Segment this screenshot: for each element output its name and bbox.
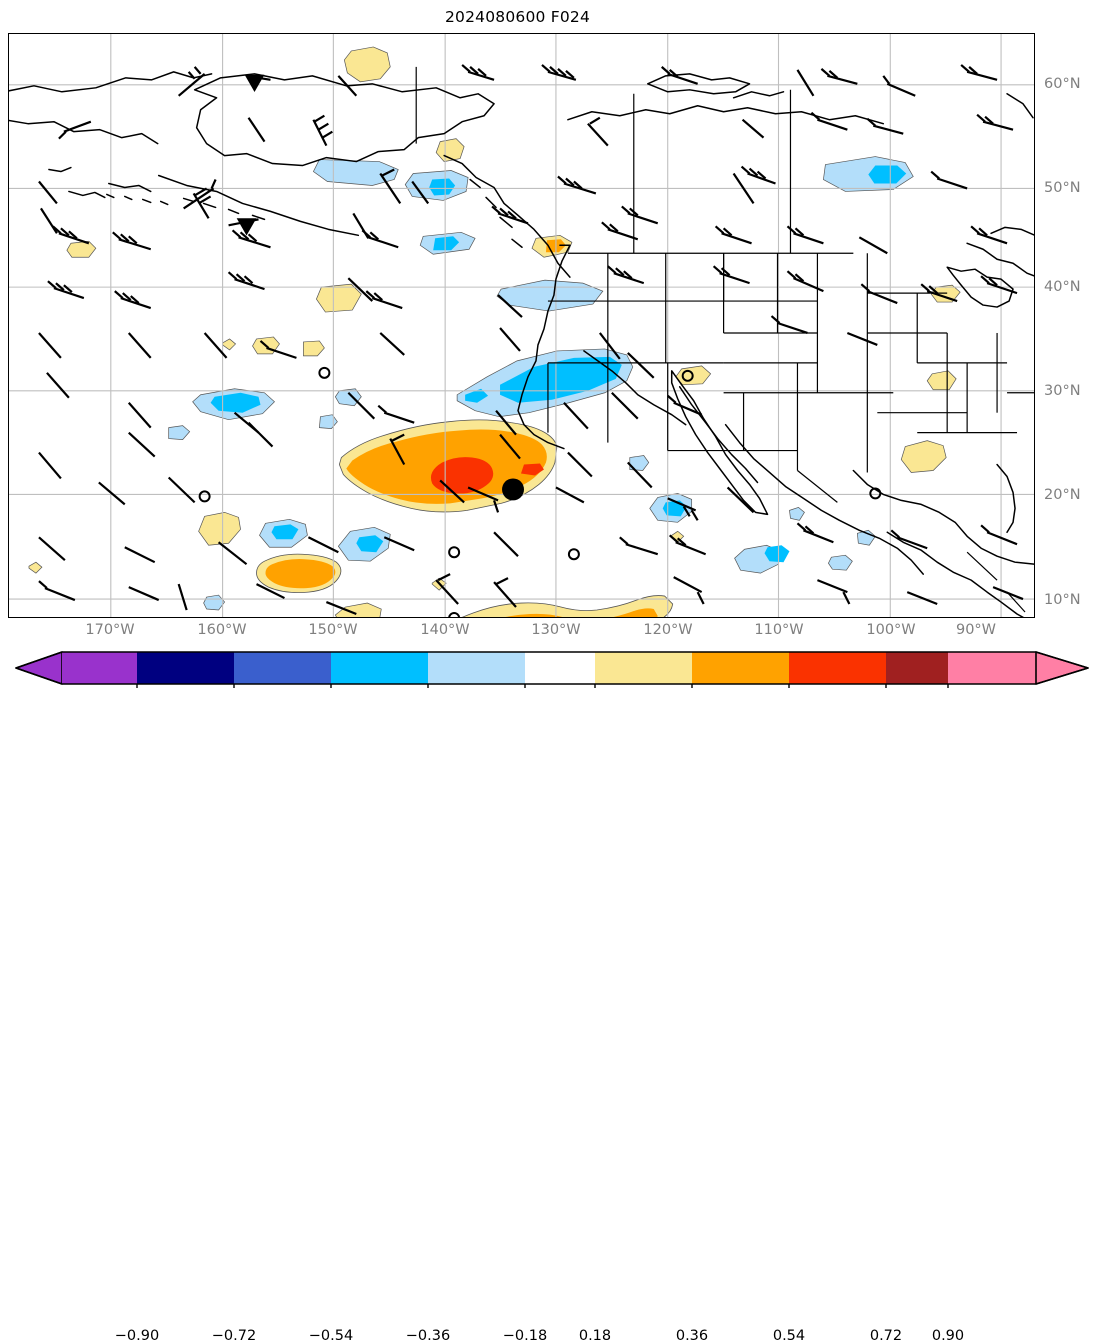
colorbar-swatch [137,652,234,684]
anomaly-fills [28,46,961,617]
fill-positive-core [521,463,544,476]
lon-tick-label: 110°W [754,622,804,638]
colorbar-swatch [525,652,595,684]
fill-positive [198,511,241,546]
colorbar[interactable]: −0.90 −0.72 −0.54 −0.36 −0.18 0.18 0.36 … [0,648,1105,1344]
colorbar-tick-label: −0.36 [405,1328,451,1344]
colorbar-tick-label: −0.90 [114,1328,160,1344]
colorbar-swatch [234,652,331,684]
map-plot-area[interactable] [8,33,1035,618]
lon-tick-label: 170°W [85,622,135,638]
coastlines [9,71,1034,617]
colorbar-extend-max [1035,651,1089,685]
fill-negative-core [271,524,299,540]
lat-tick-label: 20°N [1044,487,1081,503]
colorbar-swatch [886,652,948,684]
lat-tick-label: 10°N [1044,592,1081,608]
fill-negative [827,554,853,571]
colorbar-tick-label: 0.72 [869,1328,903,1344]
colorbar-swatch [331,652,428,684]
colorbar-swatch [692,652,789,684]
colorbar-swatch [595,652,692,684]
lon-tick-label: 140°W [420,622,470,638]
fill-negative [856,529,876,546]
fill-positive [435,138,465,162]
colorbar-tick-label: 0.36 [675,1328,709,1344]
fill-positive [316,283,362,313]
colorbar-tick-label: 0.54 [772,1328,806,1344]
fill-positive [343,46,391,83]
fill-positive [334,602,382,617]
figure-title: 2024080600 F024 [444,8,591,26]
fill-negative-core [868,165,907,184]
fill-negative [789,506,805,521]
fill-negative [312,159,399,186]
colorbar-swatch [948,652,1036,684]
fill-positive [900,440,947,473]
colorbar-tick-label: 0.90 [931,1328,965,1344]
point-marker[interactable] [502,478,524,501]
fill-negative [334,388,362,407]
fill-negative-core [433,236,460,251]
lon-tick-label: 120°W [643,622,693,638]
fill-negative [319,414,338,430]
lat-tick-label: 60°N [1044,76,1081,92]
fill-negative-core [429,178,456,196]
figure-root: 2024080600 F024 [0,8,1105,1344]
lon-tick-label: 130°W [531,622,581,638]
fill-positive-mid [265,559,336,589]
wind-barbs [38,64,1024,617]
fill-positive-core [430,457,494,494]
fill-negative [629,455,650,471]
fill-negative-core [356,535,384,553]
colorbar-tick-label: −0.54 [308,1328,354,1344]
fill-negative [465,388,489,403]
colorbar-tick-label: −0.72 [211,1328,257,1344]
political-borders [415,66,1034,613]
colorbar-tick-label: 0.18 [578,1328,612,1344]
lon-tick-label: 90°W [955,622,997,638]
colorbar-extend-min [15,651,63,685]
fill-positive [303,340,325,357]
lon-tick-label: 160°W [197,622,247,638]
lon-tick-label: 150°W [308,622,358,638]
colorbar-swatch [789,652,886,684]
fill-negative [168,425,191,440]
fill-positive [222,338,237,351]
colorbar-swatch [62,652,137,684]
colorbar-tick-label: −0.18 [502,1328,548,1344]
lat-tick-label: 30°N [1044,383,1081,399]
fill-positive-mid [505,608,658,617]
lat-tick-label: 40°N [1044,279,1081,295]
lat-tick-label: 50°N [1044,180,1081,196]
map-canvas [9,34,1034,617]
graticule [9,34,1034,617]
fill-positive [66,240,97,258]
fill-positive [926,370,957,391]
colorbar-swatch [428,652,525,684]
colorbar-swatches [15,651,1089,688]
lon-tick-label: 100°W [866,622,916,638]
fill-negative-core [764,545,790,563]
fill-negative [203,594,226,611]
fill-positive [28,561,43,574]
